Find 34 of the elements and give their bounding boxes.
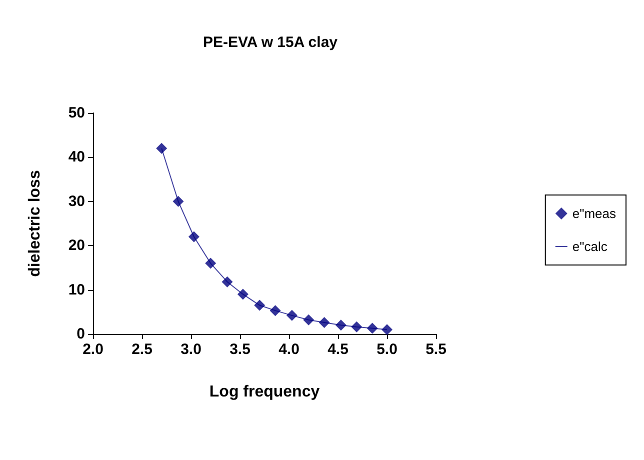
y-tick-label: 20 [68, 237, 85, 254]
point [366, 322, 378, 334]
x-tick-label: 4.5 [328, 341, 348, 358]
point [205, 258, 216, 269]
point [237, 288, 248, 300]
legend-label: e"meas [572, 206, 616, 221]
x-tick-label: 5.5 [426, 341, 446, 358]
chart-title: PE-EVA w 15A clay [203, 34, 338, 51]
x-axis-title: Log frequency [209, 384, 320, 400]
x-tick-label: 2.5 [132, 341, 152, 358]
point [188, 231, 200, 242]
x-tick-label: 5.0 [376, 341, 398, 358]
y-tick-label: 10 [68, 281, 85, 298]
y-axis-title: dielectric loss [26, 170, 44, 277]
point [286, 310, 298, 321]
y-tick-label: 30 [68, 192, 85, 210]
y-tick-label: 40 [68, 148, 85, 166]
point [335, 320, 346, 331]
point [351, 321, 362, 332]
legend-label: e"calc [572, 239, 608, 254]
point [303, 314, 314, 326]
x-tick-label: 4.0 [278, 341, 300, 358]
point [172, 196, 184, 207]
point [382, 324, 392, 336]
y-tick-label: 0 [76, 326, 85, 342]
x-tick-label: 2.0 [82, 341, 104, 358]
y-tick-label: 50 [68, 104, 85, 122]
point [222, 276, 233, 288]
point [254, 300, 266, 311]
x-tick-label: 3.0 [180, 341, 202, 358]
x-tick-label: 3.5 [230, 341, 250, 358]
point [156, 142, 168, 154]
point [318, 317, 330, 328]
point [270, 305, 281, 316]
